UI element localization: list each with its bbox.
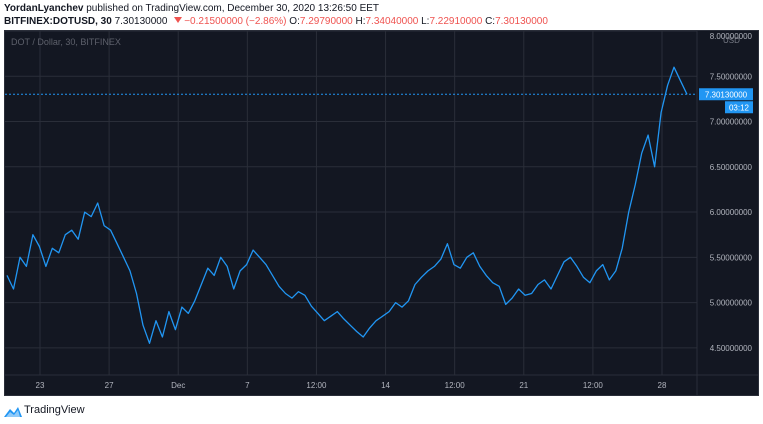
chart-title: DOT / Dollar, 30, BITFINEX	[11, 37, 121, 47]
low-value: 7.22910000	[429, 16, 483, 27]
time-tick-label: Dec	[171, 381, 185, 390]
price-line-series[interactable]	[6, 66, 688, 344]
currency-label[interactable]: USD	[723, 36, 740, 45]
author-name[interactable]: YordanLyanchev	[4, 3, 84, 14]
published-text: published on TradingView.com, December 3…	[86, 3, 380, 14]
price-change: −0.21500000 (−2.86%)	[184, 16, 287, 27]
time-tick-label: 23	[36, 381, 45, 390]
time-tick-label: 27	[105, 381, 114, 390]
high-label: H:	[355, 16, 366, 27]
symbol-line: BITFINEX:DOTUSD, 30 7.30130000 −0.215000…	[4, 16, 548, 27]
current-price-tag	[699, 88, 753, 101]
countdown-label: 03:12	[729, 103, 750, 112]
time-tick-label: 28	[658, 381, 667, 390]
tradingview-logo-icon[interactable]	[4, 405, 22, 417]
down-arrow-icon	[174, 17, 183, 23]
chart-pane[interactable]: 8.00000000 7.50000000 7.00000000 6.50000000…	[4, 30, 759, 396]
price-tick-label: 5.50000000	[710, 253, 753, 262]
price-tick-label: 7.00000000	[710, 118, 753, 127]
current-price-label: 7.30130000	[705, 90, 748, 99]
last-price: 7.30130000	[114, 16, 168, 27]
high-value: 7.34040000	[365, 16, 419, 27]
chart-header: YordanLyanchev published on TradingView.…	[0, 0, 763, 30]
footer: TradingView	[0, 396, 763, 424]
price-tick-label: 5.00000000	[710, 299, 753, 308]
time-tick-label: 12:00	[583, 381, 604, 390]
brand-name[interactable]: TradingView	[24, 404, 85, 416]
countdown-tag	[725, 101, 753, 114]
time-tick-label: 12:00	[306, 381, 327, 390]
price-tick-label: 7.50000000	[710, 72, 753, 81]
close-value: 7.30130000	[495, 16, 548, 27]
open-label: O:	[289, 16, 300, 27]
close-label: C:	[485, 16, 496, 27]
open-value: 7.29790000	[299, 16, 353, 27]
time-tick-label: 7	[245, 381, 250, 390]
price-tick-label: 4.50000000	[710, 344, 753, 353]
price-tick-label: 8.00000000	[710, 32, 753, 41]
publish-line: YordanLyanchev published on TradingView.…	[4, 3, 379, 14]
time-tick-label: 12:00	[445, 381, 466, 390]
symbol-label[interactable]: BITFINEX:DOTUSD, 30	[4, 16, 112, 27]
price-tick-label: 6.00000000	[710, 208, 753, 217]
low-label: L:	[421, 16, 430, 27]
price-tick-label: 6.50000000	[710, 163, 753, 172]
time-tick-label: 21	[519, 381, 528, 390]
chart-canvas[interactable]: 8.00000000 7.50000000 7.00000000 6.50000000…	[5, 31, 758, 395]
time-tick-label: 14	[381, 381, 390, 390]
